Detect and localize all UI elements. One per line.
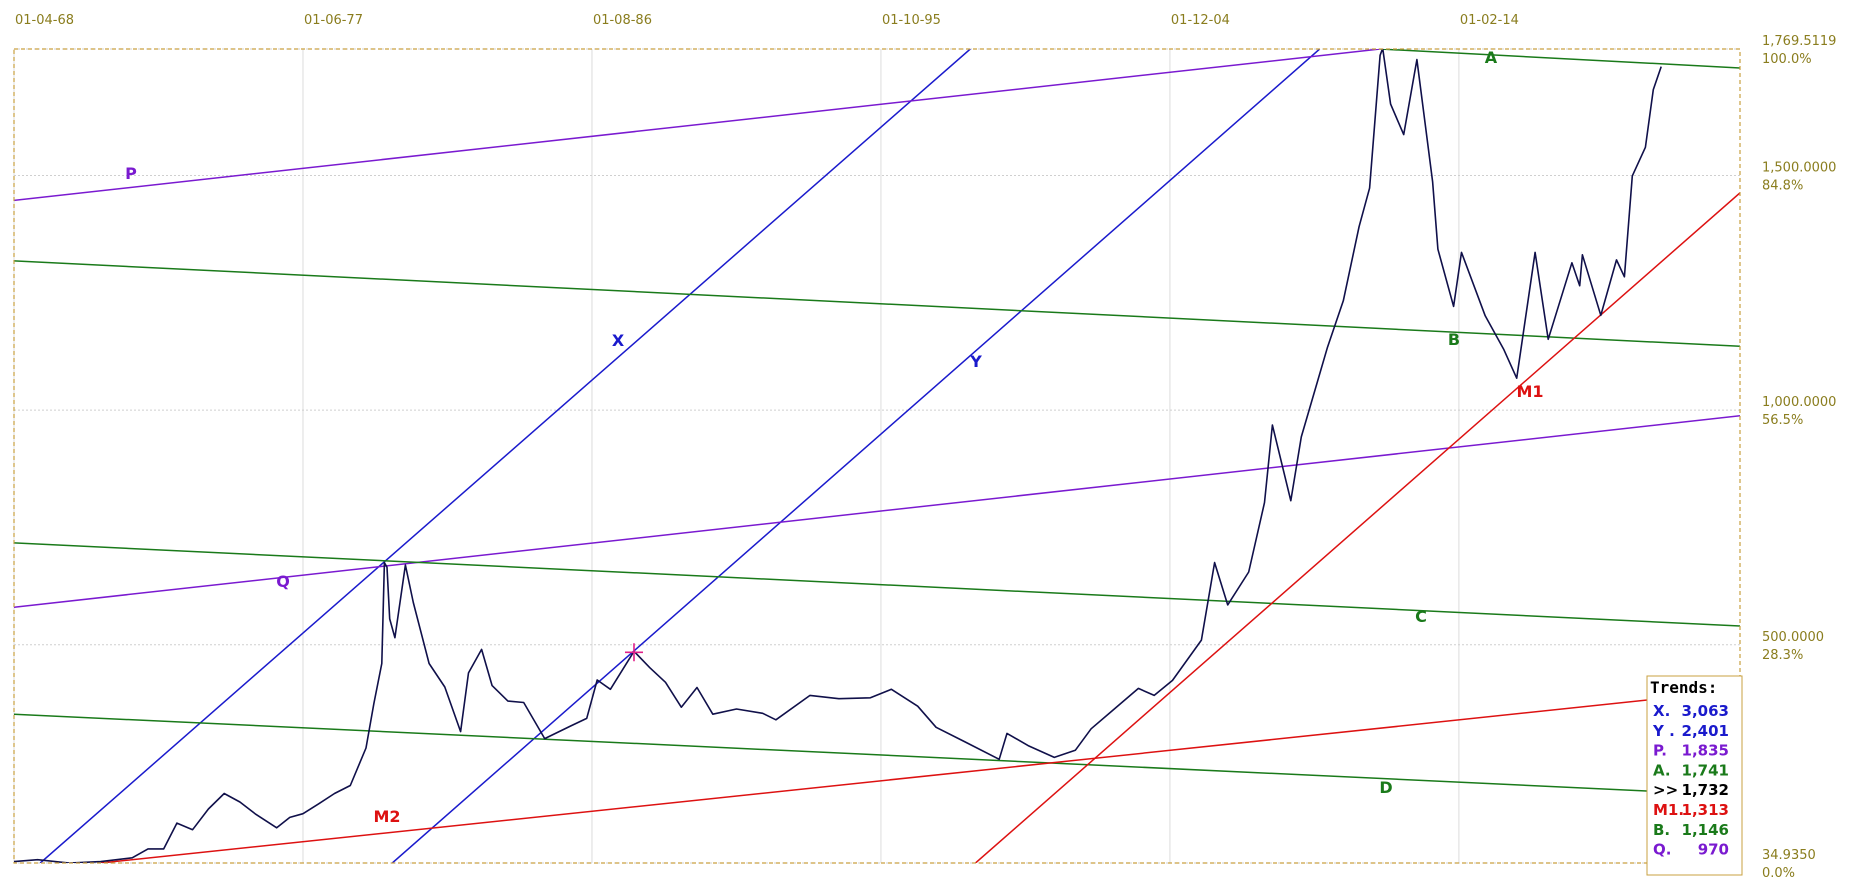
trend-line <box>14 260 1740 348</box>
trend-label: M1 <box>1516 382 1543 401</box>
legend-title: Trends: <box>1650 678 1717 697</box>
x-tick-label: 01-10-95 <box>882 13 941 28</box>
x-tick-label: 01-04-68 <box>15 13 74 28</box>
trend-label: Y <box>969 352 982 371</box>
plot-border <box>13 48 1741 864</box>
y-tick-label: 1,000.0000 <box>1762 395 1836 410</box>
trend-label: B <box>1448 330 1460 349</box>
x-tick-label: 01-08-86 <box>593 13 652 28</box>
legend-value: 1,835 <box>1682 742 1729 760</box>
x-tick-label: 01-06-77 <box>304 13 363 28</box>
legend-label: Q. <box>1653 841 1671 859</box>
trend-line <box>14 415 1740 608</box>
trend-line <box>100 689 1740 863</box>
legend-label: P. <box>1653 742 1667 760</box>
y-tick-percent: 0.0% <box>1762 866 1795 881</box>
trend-line <box>14 713 1740 797</box>
trend-line <box>1380 49 1740 69</box>
legend-value: 970 <box>1698 841 1729 859</box>
legend-label: M1. <box>1653 801 1684 819</box>
legend-label: X. <box>1653 702 1670 720</box>
trend-label: X <box>612 331 625 350</box>
labels: 01-04-68 01-06-77 01-08-86 01-10-95 01-12-04… <box>15 13 1836 881</box>
trend-label: M2 <box>373 807 400 826</box>
legend-label: >> <box>1653 781 1678 799</box>
trend-line <box>14 49 1381 202</box>
legend-value: 2,401 <box>1682 722 1729 740</box>
trend-label: Q <box>276 572 290 591</box>
y-tick-label: 34.9350 <box>1762 848 1816 863</box>
legend-value: 1,313 <box>1682 801 1729 819</box>
legend-value: 1,741 <box>1682 761 1729 779</box>
legend-value: 1,732 <box>1682 781 1729 799</box>
y-tick-label: 1,500.0000 <box>1762 160 1836 175</box>
legend-label: Y . <box>1652 722 1675 740</box>
trend-label: P <box>125 164 137 183</box>
grid <box>13 48 1740 864</box>
plot-area <box>14 49 1740 863</box>
y-tick-label: 1,769.5119 <box>1762 34 1836 49</box>
trend-label: D <box>1379 778 1392 797</box>
x-tick-label: 01-12-04 <box>1171 13 1230 28</box>
y-tick-percent: 56.5% <box>1762 413 1803 428</box>
point-marker <box>624 643 643 662</box>
legend-label: A. <box>1653 761 1671 779</box>
y-tick-label: 500.0000 <box>1762 630 1824 645</box>
trend-line <box>975 192 1740 863</box>
legend-box <box>1646 675 1743 876</box>
trend-label: C <box>1415 607 1427 626</box>
trend-line <box>39 49 971 863</box>
y-tick-percent: 100.0% <box>1762 52 1812 67</box>
trend-label: A <box>1485 48 1498 67</box>
price-line <box>14 49 1662 863</box>
y-tick-percent: 28.3% <box>1762 648 1803 663</box>
trend-line <box>391 49 1321 863</box>
y-tick-percent: 84.8% <box>1762 178 1803 193</box>
trend-line <box>14 542 1740 627</box>
legend-label: B. <box>1653 821 1670 839</box>
legend-value: 1,146 <box>1682 821 1729 839</box>
legend-value: 3,063 <box>1682 702 1729 720</box>
x-tick-label: 01-02-14 <box>1460 13 1519 28</box>
